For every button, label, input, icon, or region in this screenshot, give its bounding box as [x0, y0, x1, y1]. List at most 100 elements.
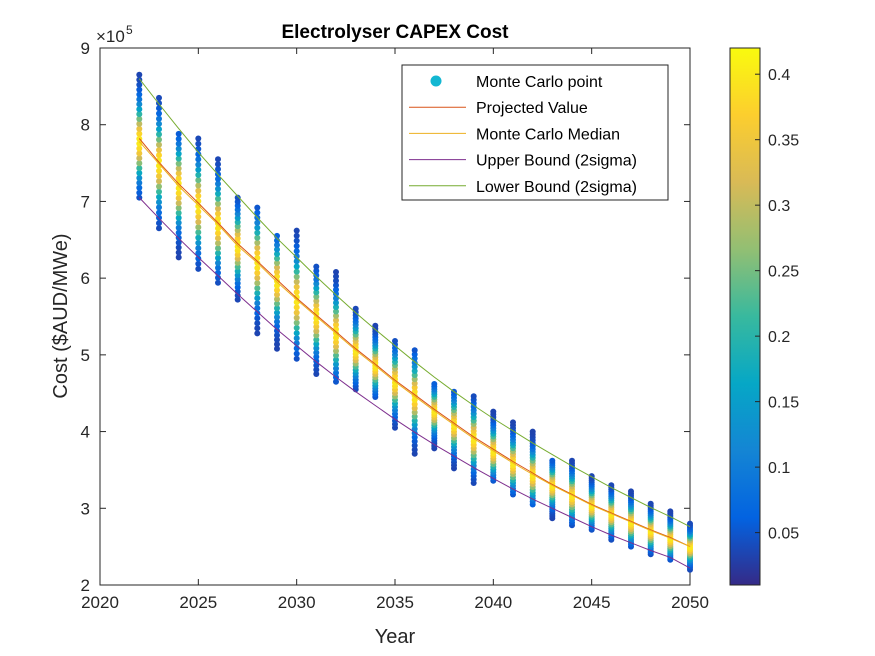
monte-carlo-point — [313, 267, 320, 274]
legend-label: Upper Bound (2sigma) — [476, 153, 637, 170]
monte-carlo-point — [274, 287, 280, 294]
monte-carlo-point — [195, 234, 202, 241]
monte-carlo-point — [411, 413, 418, 420]
monte-carlo-point — [411, 438, 418, 445]
monte-carlo-point — [195, 166, 202, 173]
monte-carlo-point — [293, 283, 300, 290]
monte-carlo-point — [313, 332, 320, 339]
monte-carlo-point — [195, 140, 202, 147]
monte-carlo-point — [333, 343, 339, 350]
monte-carlo-point — [313, 362, 320, 369]
monte-carlo-point — [313, 263, 320, 270]
monte-carlo-point — [293, 324, 300, 331]
monte-carlo-point — [293, 232, 300, 239]
y-tick-label: 9 — [81, 39, 90, 58]
x-axis: 2020 2025 2030 2035 2040 2045 2050 — [81, 48, 709, 612]
monte-carlo-point — [274, 296, 280, 303]
monte-carlo-point — [215, 205, 221, 212]
monte-carlo-point — [136, 170, 143, 176]
monte-carlo-point — [215, 210, 221, 217]
monte-carlo-point — [293, 335, 300, 342]
monte-carlo-point — [274, 269, 280, 275]
monte-carlo-point — [293, 263, 300, 270]
monte-carlo-point — [195, 198, 202, 205]
monte-carlo-point — [234, 235, 241, 242]
monte-carlo-point — [293, 319, 300, 326]
monte-carlo-point — [136, 71, 143, 78]
monte-carlo-point — [293, 309, 300, 316]
monte-carlo-point — [254, 219, 261, 226]
monte-carlo-point — [293, 258, 300, 265]
monte-carlo-point — [215, 260, 221, 266]
series-lines — [138, 78, 691, 569]
monte-carlo-point — [175, 165, 182, 172]
monte-carlo-point — [175, 175, 182, 182]
colorbar-tick-label: 0.05 — [768, 526, 799, 543]
monte-carlo-point — [156, 209, 162, 216]
monte-carlo-point — [333, 282, 339, 289]
monte-carlo-point — [136, 86, 143, 93]
monte-carlo-point — [234, 259, 241, 266]
monte-carlo-point — [274, 282, 280, 289]
monte-carlo-point — [274, 251, 280, 257]
monte-carlo-point — [274, 242, 280, 248]
monte-carlo-point — [333, 273, 339, 280]
monte-carlo-point — [313, 349, 320, 356]
monte-carlo-point — [136, 130, 143, 137]
monte-carlo-point — [254, 315, 261, 322]
monte-carlo-point — [136, 101, 143, 108]
monte-carlo-point — [293, 227, 300, 234]
y-axis-multiplier: ×10 — [96, 27, 125, 46]
monte-carlo-point — [234, 264, 241, 270]
monte-carlo-point — [156, 220, 162, 227]
monte-carlo-point — [254, 239, 261, 246]
monte-carlo-point — [195, 161, 202, 168]
monte-carlo-point — [195, 172, 202, 178]
monte-carlo-point — [215, 195, 221, 202]
monte-carlo-point — [254, 325, 261, 332]
monte-carlo-point — [215, 161, 221, 168]
monte-carlo-point — [215, 240, 221, 247]
monte-carlo-point — [293, 253, 300, 260]
legend-label: Monte Carlo Median — [476, 126, 620, 143]
monte-carlo-point — [175, 160, 182, 167]
monte-carlo-point — [175, 190, 182, 197]
monte-carlo-point — [215, 245, 221, 252]
monte-carlo-point — [136, 150, 143, 157]
monte-carlo-point — [254, 280, 261, 287]
monte-carlo-point — [293, 268, 300, 275]
monte-carlo-point — [411, 368, 418, 374]
monte-carlo-point — [195, 260, 202, 267]
x-tick-label: 2020 — [81, 593, 119, 612]
monte-carlo-point — [175, 170, 182, 177]
monte-carlo-point — [293, 314, 300, 321]
monte-carlo-point — [293, 243, 300, 249]
y-tick-label: 2 — [81, 576, 90, 595]
monte-carlo-point — [175, 140, 182, 147]
monte-carlo-point — [313, 280, 320, 287]
monte-carlo-point — [156, 183, 162, 190]
monte-carlo-point — [234, 255, 241, 262]
monte-carlo-point — [333, 269, 339, 275]
monte-carlo-point — [411, 397, 418, 403]
y-axis-multiplier-power: 5 — [126, 23, 133, 37]
monte-carlo-point — [195, 187, 202, 194]
monte-carlo-point — [156, 147, 162, 153]
monte-carlo-point — [333, 304, 339, 311]
monte-carlo-point — [156, 105, 162, 112]
monte-carlo-point — [254, 310, 261, 317]
monte-carlo-point — [254, 285, 261, 292]
colorbar-tick-label: 0.1 — [768, 460, 790, 477]
monte-carlo-point — [234, 219, 241, 226]
monte-carlo-point — [254, 300, 261, 307]
monte-carlo-point — [156, 225, 162, 232]
monte-carlo-point — [293, 248, 300, 255]
monte-carlo-point — [254, 249, 261, 256]
monte-carlo-point — [156, 173, 162, 180]
monte-carlo-point — [175, 145, 182, 152]
legend: Monte Carlo point Projected Value Monte Ca… — [401, 64, 669, 201]
monte-carlo-point — [569, 457, 575, 464]
monte-carlo-point — [667, 508, 674, 515]
monte-carlo-point — [195, 245, 202, 252]
